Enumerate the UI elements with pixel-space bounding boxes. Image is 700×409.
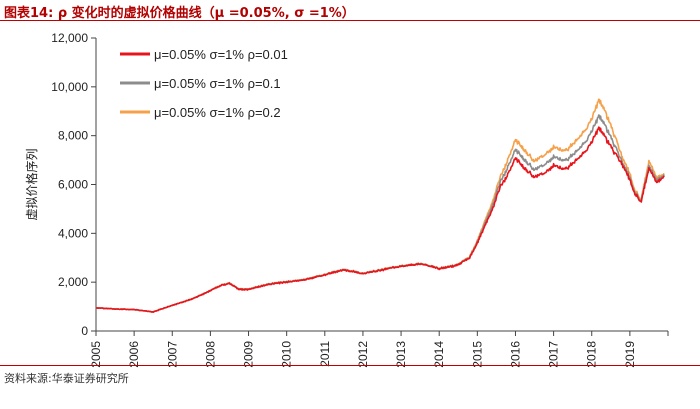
x-tick-label: 2012	[356, 341, 370, 368]
x-tick-label: 2013	[394, 341, 408, 368]
source-divider	[0, 365, 700, 366]
title-bar: 图表14: ρ 变化时的虚拟价格曲线（μ =0.05%, σ =1%）	[0, 0, 700, 22]
chart-title: 图表14: ρ 变化时的虚拟价格曲线（μ =0.05%, σ =1%）	[4, 6, 355, 21]
y-tick-label: 2,000	[58, 275, 88, 289]
legend: μ=0.05% σ=1% ρ=0.01 μ=0.05% σ=1% ρ=0.1 μ=0…	[120, 47, 288, 120]
y-tick-label: 4,000	[58, 226, 88, 240]
x-tick-label: 2007	[165, 341, 179, 368]
series-group	[95, 98, 665, 313]
x-tick-label: 2015	[470, 341, 484, 368]
x-tick-label: 2009	[242, 341, 256, 368]
x-tick-label: 2019	[623, 341, 637, 368]
series-line-1	[95, 126, 665, 313]
y-tick-label: 10,000	[51, 80, 88, 94]
y-tick-label: 0	[81, 324, 88, 338]
axes-group: 0 2,000 4,000 6,000 8,000 10,000 12,000 2005 200…	[24, 31, 669, 368]
source-note: 资料来源:华泰证券研究所	[4, 372, 129, 385]
series-line-2	[95, 114, 665, 313]
legend-label-2: μ=0.05% σ=1% ρ=0.1	[154, 76, 281, 91]
x-tick-label: 2011	[318, 341, 332, 367]
x-tick-label: 2014	[432, 341, 446, 368]
series-line-3	[95, 98, 665, 313]
x-tick-label: 2005	[89, 341, 103, 368]
y-tick-label: 8,000	[58, 129, 88, 143]
legend-label-1: μ=0.05% σ=1% ρ=0.01	[154, 47, 288, 62]
y-tick-label: 6,000	[58, 178, 88, 192]
x-tick-label: 2008	[203, 341, 217, 368]
x-tick-label: 2006	[127, 341, 141, 368]
x-tick-label: 2017	[547, 341, 561, 368]
x-tick-label: 2010	[280, 341, 294, 368]
legend-label-3: μ=0.05% σ=1% ρ=0.2	[154, 105, 281, 120]
y-axis-title: 虚拟价格序列	[24, 148, 39, 220]
x-tick-label: 2018	[585, 341, 599, 368]
x-tick-label: 2016	[508, 341, 522, 368]
y-tick-label: 12,000	[51, 31, 88, 45]
title-divider	[0, 20, 700, 21]
